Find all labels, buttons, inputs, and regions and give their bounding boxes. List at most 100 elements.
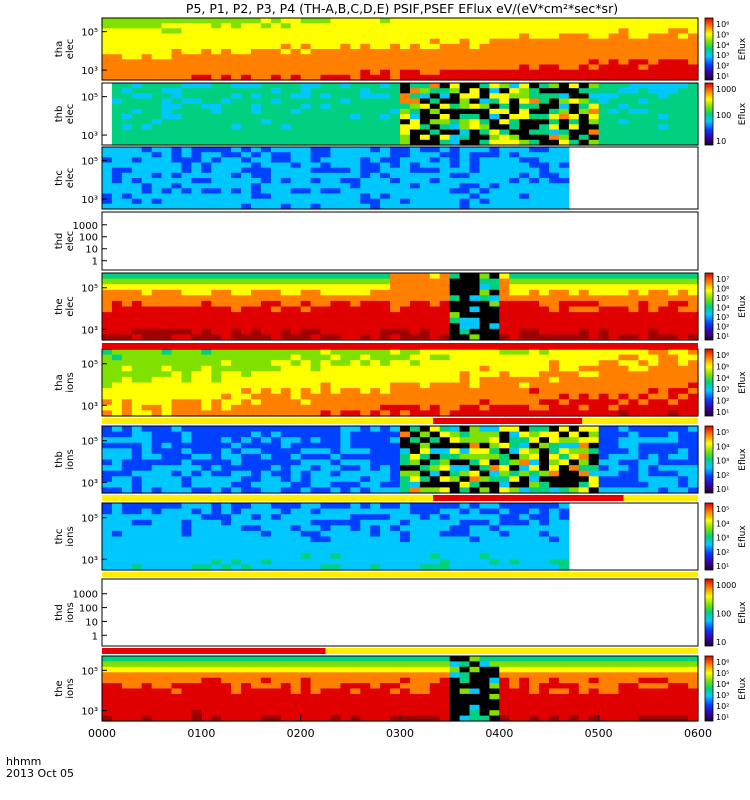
- heatmap-cell: [549, 465, 560, 472]
- heatmap-cell: [479, 376, 490, 384]
- heatmap-cell: [588, 448, 600, 455]
- heatmap-cell: [648, 54, 659, 60]
- heatmap-cell: [330, 536, 341, 543]
- heatmap-cell: [469, 371, 480, 378]
- heatmap-cell: [320, 431, 331, 438]
- heatmap-cell: [300, 410, 312, 417]
- heatmap-cell: [280, 476, 292, 483]
- heatmap-cell: [688, 134, 699, 141]
- heatmap-cell: [211, 23, 222, 29]
- heatmap-cell: [191, 108, 202, 115]
- heatmap-cell: [499, 93, 510, 100]
- heatmap-cell: [201, 476, 212, 483]
- heatmap-cell: [181, 167, 192, 174]
- heatmap-cell: [340, 328, 351, 335]
- heatmap-cell: [449, 470, 461, 477]
- heatmap-cell: [558, 312, 570, 319]
- heatmap-cell: [648, 404, 659, 411]
- heatmap-cell: [360, 203, 371, 210]
- heatmap-cell: [131, 360, 143, 367]
- heatmap-cell: [340, 188, 351, 195]
- heatmap-cell: [678, 83, 689, 89]
- heatmap-cell: [549, 476, 560, 483]
- heatmap-cell: [161, 278, 173, 285]
- heatmap-cell: [598, 399, 610, 406]
- heatmap-cell: [558, 465, 570, 472]
- heatmap-cell: [360, 162, 371, 169]
- heatmap-cell: [539, 448, 550, 455]
- heatmap-cell: [221, 360, 232, 367]
- heatmap-cell: [370, 33, 381, 40]
- heatmap-cell: [549, 23, 560, 29]
- heatmap-cell: [469, 178, 480, 184]
- heatmap-cell: [588, 98, 600, 105]
- heatmap-cell: [121, 306, 133, 313]
- heatmap-cell: [578, 487, 590, 494]
- heatmap-cell: [260, 167, 272, 174]
- heatmap-cell: [161, 661, 173, 668]
- heatmap-cell: [678, 334, 689, 341]
- heatmap-cell: [429, 88, 441, 94]
- heatmap-cell: [121, 273, 133, 280]
- heatmap-cell: [201, 503, 212, 510]
- heatmap-cell: [499, 43, 510, 50]
- heatmap-cell: [519, 360, 530, 367]
- heatmap-cell: [161, 349, 173, 356]
- heatmap-cell: [429, 426, 441, 433]
- heatmap-cell: [141, 69, 153, 76]
- heatmap-cell: [181, 656, 192, 662]
- heatmap-cell: [380, 476, 391, 483]
- heatmap-cell: [489, 448, 500, 455]
- heatmap-cell: [429, 198, 441, 205]
- heatmap-cell: [439, 162, 451, 169]
- heatmap-cell: [608, 139, 620, 146]
- heatmap-cell: [201, 103, 212, 110]
- heatmap-cell: [280, 295, 292, 302]
- heatmap-cell: [161, 64, 173, 71]
- heatmap-cell: [330, 172, 341, 179]
- heatmap-cell: [260, 278, 272, 285]
- heatmap-cell: [131, 431, 143, 438]
- heatmap-cell: [300, 393, 312, 400]
- heatmap-cell: [390, 183, 401, 189]
- heatmap-cell: [231, 508, 242, 515]
- heatmap-cell: [270, 354, 282, 361]
- heatmap-cell: [161, 38, 173, 45]
- heatmap-cell: [350, 349, 361, 356]
- heatmap-cell: [260, 470, 272, 477]
- heatmap-cell: [390, 162, 401, 169]
- heatmap-cell: [290, 542, 302, 549]
- heatmap-cell: [400, 54, 411, 60]
- heatmap-cell: [211, 273, 222, 280]
- heatmap-cell: [549, 410, 560, 417]
- heatmap-cell: [231, 365, 242, 372]
- heatmap-cell: [449, 410, 461, 417]
- panel-frame: [101, 211, 699, 271]
- heatmap-cell: [270, 129, 282, 136]
- heatmap-cell: [499, 476, 510, 483]
- heatmap-cell: [260, 426, 272, 433]
- heatmap-cell: [380, 334, 391, 341]
- heatmap-cell: [419, 470, 431, 477]
- heatmap-cell: [628, 300, 639, 308]
- heatmap-cell: [499, 162, 510, 169]
- heatmap-cell: [260, 365, 272, 372]
- heatmap-cell: [459, 18, 471, 24]
- heatmap-cell: [658, 371, 669, 378]
- heatmap-cell: [678, 481, 689, 488]
- heatmap-cell: [558, 323, 570, 330]
- heatmap-cell: [588, 388, 600, 395]
- heatmap-cell: [131, 323, 143, 330]
- heatmap-cell: [469, 69, 480, 76]
- heatmap-cell: [549, 18, 560, 24]
- heatmap-cell: [439, 426, 451, 433]
- heatmap-cell: [608, 119, 620, 125]
- heatmap-cell: [181, 295, 192, 302]
- heatmap-cell: [350, 198, 361, 205]
- heatmap-cell: [211, 487, 222, 494]
- heatmap-cell: [390, 83, 401, 89]
- heatmap-cell: [360, 49, 371, 55]
- y-tick-label: 10⁵: [81, 28, 98, 39]
- heatmap-cell: [489, 198, 500, 205]
- heatmap-cell: [519, 481, 530, 488]
